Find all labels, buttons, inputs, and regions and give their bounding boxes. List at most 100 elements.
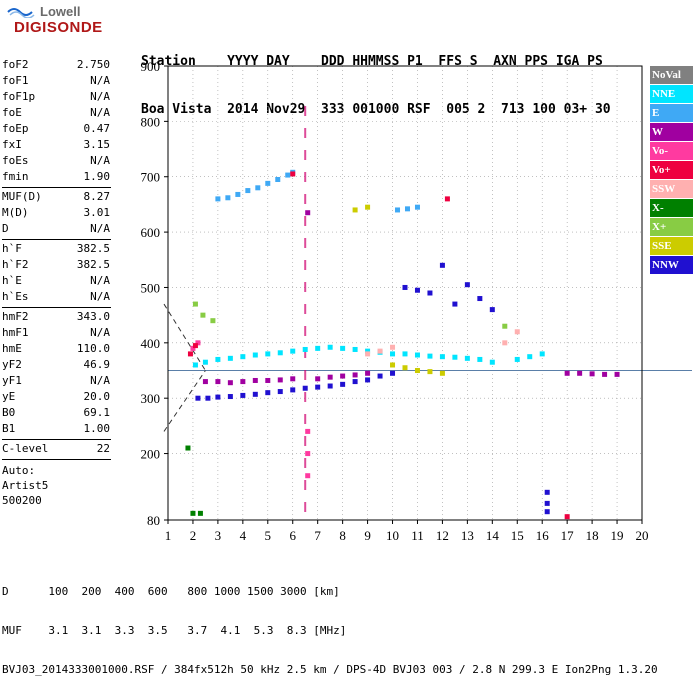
data-point-nne xyxy=(327,344,333,350)
data-point-vo xyxy=(187,351,193,357)
data-point-e xyxy=(245,188,251,194)
data-point-nnw xyxy=(265,390,271,396)
legend-item-x: X- xyxy=(650,199,693,217)
data-point-x xyxy=(200,312,206,318)
data-point-e xyxy=(290,169,296,175)
parameter-row: D N/A xyxy=(2,222,110,238)
y-tick-label: 600 xyxy=(141,225,161,240)
parameter-separator xyxy=(2,187,111,188)
parameter-row: h`E N/A xyxy=(2,274,110,290)
data-point-nnw xyxy=(290,387,296,393)
data-point-nnw xyxy=(477,296,483,302)
data-point-nnw xyxy=(489,307,495,313)
parameter-row: foF2 2.750 xyxy=(2,58,110,74)
data-point-nne xyxy=(240,354,246,360)
parameter-name: h`Es xyxy=(2,290,29,303)
data-point-e xyxy=(235,191,241,197)
data-point-ssw xyxy=(365,351,371,357)
data-point-nne xyxy=(402,351,408,357)
parameter-value: N/A xyxy=(90,154,110,167)
data-point-w xyxy=(265,377,271,383)
data-point-w xyxy=(202,379,208,385)
parameter-name: foEp xyxy=(2,122,29,135)
parameter-value: 22 xyxy=(96,442,110,455)
data-point-w xyxy=(564,370,570,376)
parameter-row: B1 1.00 xyxy=(2,422,110,438)
parameter-value: N/A xyxy=(90,222,110,235)
data-point-nne xyxy=(427,353,433,359)
data-point-x xyxy=(190,510,196,516)
parameter-row: hmF2 343.0 xyxy=(2,310,110,326)
parameter-row: h`F 382.5 xyxy=(2,242,110,258)
data-point-sse xyxy=(365,204,371,210)
legend-item-x: X+ xyxy=(650,218,693,236)
y-tick-label: 700 xyxy=(141,170,161,185)
x-tick-label: 11 xyxy=(411,528,424,543)
legend-item-vo: Vo- xyxy=(650,142,693,160)
data-point-ssw xyxy=(514,329,520,335)
data-point-nne xyxy=(390,351,396,357)
parameter-value: N/A xyxy=(90,274,110,287)
data-point-w xyxy=(277,377,283,383)
color-legend: NoVal NNE E W Vo- Vo+ SSW X- X+ SSE NNW xyxy=(650,66,693,275)
parameter-name: foF2 xyxy=(2,58,29,71)
data-point-w xyxy=(227,380,233,386)
data-point-nne xyxy=(489,359,495,365)
parameter-row: yF2 46.9 xyxy=(2,358,110,374)
plot-frame xyxy=(167,65,643,521)
parameter-value: 343.0 xyxy=(76,310,110,323)
data-point-nnw xyxy=(195,395,201,401)
parameter-value: 1.90 xyxy=(83,170,111,183)
parameter-row: foEs N/A xyxy=(2,154,110,170)
parameter-value: N/A xyxy=(90,374,110,387)
data-point-vo xyxy=(564,514,570,520)
data-point-nne xyxy=(377,349,383,355)
y-tick-label: 500 xyxy=(141,280,161,295)
data-point-nne xyxy=(290,348,296,354)
data-point-w xyxy=(290,376,296,382)
data-point-e xyxy=(275,177,281,182)
parameter-name: foEs xyxy=(2,154,29,167)
legend-item-nnw: NNW xyxy=(650,256,693,274)
data-point-nnw xyxy=(464,282,470,288)
data-point-nne xyxy=(340,345,346,351)
parameter-value: 382.5 xyxy=(76,258,110,271)
parameter-name: foF1p xyxy=(2,90,36,103)
logo-mark-icon xyxy=(7,8,35,18)
data-point-e xyxy=(265,180,271,186)
x-tick-label: 6 xyxy=(289,528,296,543)
x-tick-label: 7 xyxy=(314,528,321,543)
data-point-nne xyxy=(477,356,483,362)
data-point-w xyxy=(305,210,311,216)
data-point-w xyxy=(315,376,321,382)
trace-fit-line xyxy=(163,303,206,371)
footer-file-info: BVJ03_2014333001000.RSF / 384fx512h 50 k… xyxy=(2,663,658,676)
parameter-row: C-level 22 xyxy=(2,442,110,458)
data-point-nnw xyxy=(439,262,445,268)
data-point-nnw xyxy=(427,290,433,296)
data-point-vo xyxy=(290,171,296,177)
legend-item-noval: NoVal xyxy=(650,66,693,84)
parameter-value: 69.1 xyxy=(83,406,111,419)
parameter-row: hmF1 N/A xyxy=(2,326,110,342)
parameter-row: B0 69.1 xyxy=(2,406,110,422)
header-labels: Station YYYY DAY DDD HHMMSS P1 FFS S AXN… xyxy=(141,54,603,69)
data-point-vo xyxy=(305,451,311,457)
data-point-nnw xyxy=(340,381,346,387)
data-point-nnw xyxy=(277,389,283,395)
data-point-sse xyxy=(439,370,445,376)
y-tick-label: 80 xyxy=(147,513,160,528)
data-point-sse xyxy=(352,207,358,213)
data-point-nnw xyxy=(452,301,458,307)
data-point-vo xyxy=(305,428,311,434)
data-point-w xyxy=(589,371,595,377)
data-point-nne xyxy=(252,352,258,358)
x-tick-label: 13 xyxy=(461,528,474,543)
x-tick-label: 3 xyxy=(215,528,222,543)
parameter-name: h`F2 xyxy=(2,258,29,271)
data-point-x xyxy=(210,318,216,324)
data-point-nne xyxy=(365,348,371,354)
parameter-name: B1 xyxy=(2,422,16,435)
data-point-w xyxy=(577,370,583,376)
data-point-nnw xyxy=(352,379,358,385)
